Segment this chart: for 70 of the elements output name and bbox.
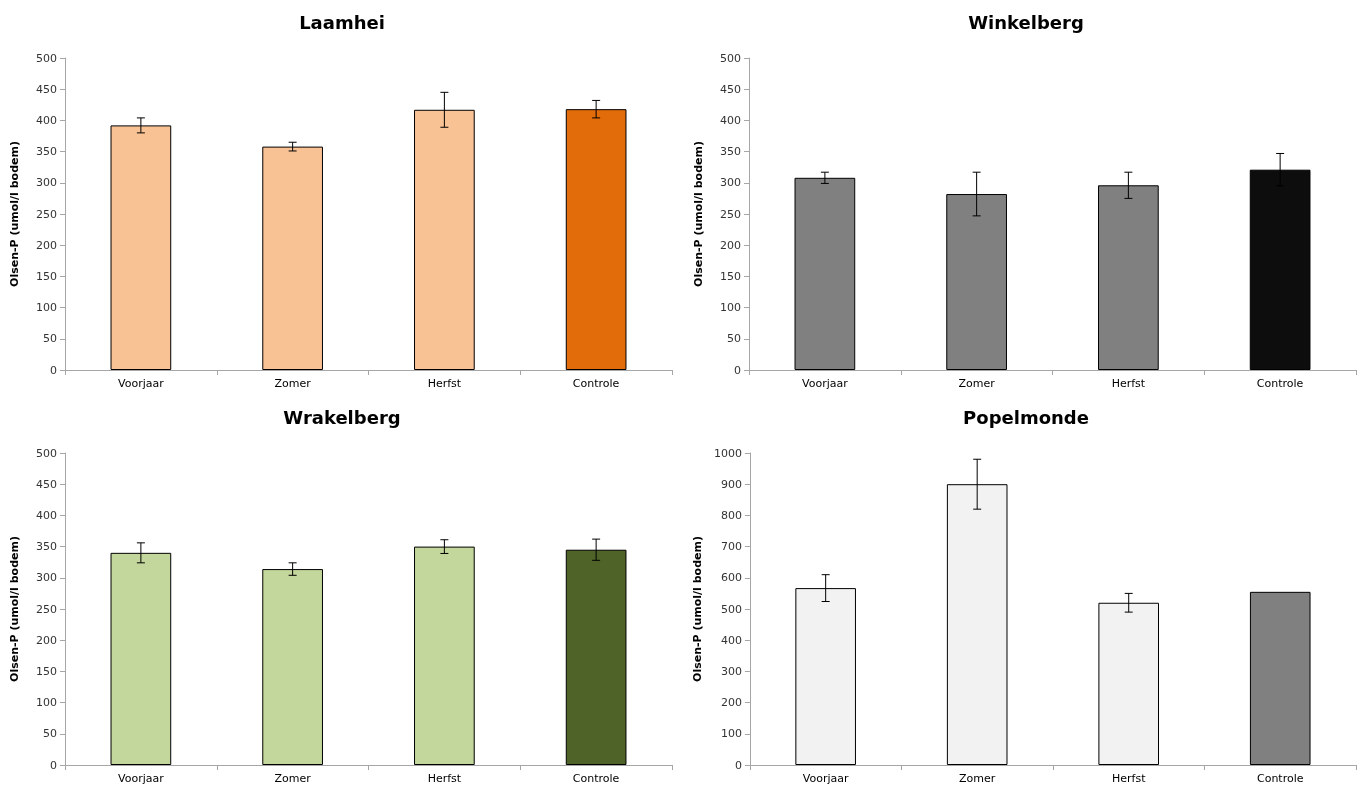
y-tick-label: 250	[36, 207, 57, 221]
y-tick-label: 100	[720, 727, 742, 741]
y-tick-label: 600	[720, 571, 742, 585]
x-tick-label: Zomer	[274, 377, 312, 390]
y-tick-label: 50	[43, 727, 57, 741]
y-tick-label: 200	[36, 633, 57, 647]
y-tick-label: 300	[36, 571, 57, 585]
y-tick-label: 700	[720, 540, 742, 554]
y-tick-label: 350	[720, 145, 741, 159]
x-tick-label: Voorjaar	[118, 772, 165, 785]
x-tick-label: Voorjaar	[802, 772, 849, 785]
y-axis-title: Olsen-P (umol/l bodem)	[691, 536, 704, 682]
y-tick-label: 300	[720, 664, 742, 678]
y-tick-label: 450	[36, 82, 57, 96]
y-tick-label: 350	[36, 145, 57, 159]
x-tick-label: Herfst	[1111, 772, 1147, 785]
x-tick-label: Herfst	[1111, 377, 1146, 390]
y-tick-label: 500	[720, 51, 741, 65]
bar	[262, 146, 323, 370]
y-tick-label: 500	[36, 446, 57, 460]
x-tick-label: Controle	[1256, 377, 1304, 390]
y-tick-label: 0	[50, 758, 57, 772]
chart-title: Laamhei	[299, 11, 385, 33]
bar	[1249, 591, 1311, 765]
y-tick-label: 300	[36, 176, 57, 190]
x-tick-label: Controle	[1256, 772, 1304, 785]
y-tick-label: 200	[720, 696, 742, 710]
y-tick-label: 100	[36, 301, 57, 315]
y-tick-label: 400	[720, 633, 742, 647]
x-tick-label: Zomer	[959, 772, 996, 785]
y-tick-label: 150	[36, 664, 57, 678]
x-tick-label: Zomer	[958, 377, 996, 390]
y-tick-label: 500	[36, 51, 57, 65]
y-tick-label: 400	[720, 113, 741, 127]
x-tick-label: Herfst	[427, 772, 462, 785]
y-tick-label: 500	[720, 602, 742, 616]
y-tick-label: 150	[720, 269, 741, 283]
y-tick-label: 50	[43, 332, 57, 346]
y-tick-label: 400	[36, 113, 57, 127]
y-tick-label: 250	[720, 207, 741, 221]
y-tick-label: 450	[720, 82, 741, 96]
y-tick-label: 0	[50, 363, 57, 377]
y-tick-label: 200	[36, 238, 57, 252]
y-tick-label: 450	[36, 477, 57, 491]
y-tick-label: 900	[720, 477, 742, 491]
x-tick-label: Herfst	[427, 377, 462, 390]
y-tick-label: 50	[727, 332, 741, 346]
y-tick-label: 300	[720, 176, 741, 190]
x-tick-label: Voorjaar	[802, 377, 849, 390]
x-tick-label: Voorjaar	[118, 377, 165, 390]
y-tick-label: 250	[36, 602, 57, 616]
y-tick-label: 0	[734, 363, 741, 377]
y-tick-label: 200	[720, 238, 741, 252]
y-axis-title: Olsen-P (umol/l bodem)	[8, 141, 21, 287]
y-tick-label: 100	[720, 301, 741, 315]
x-tick-label: Controle	[572, 377, 620, 390]
chart-title: Wrakelberg	[283, 406, 401, 428]
x-tick-label: Controle	[572, 772, 620, 785]
y-tick-label: 0	[734, 758, 742, 772]
y-tick-label: 100	[36, 696, 57, 710]
y-tick-label: 1000	[713, 446, 742, 460]
y-axis-title: Olsen-P (umol/l bodem)	[8, 536, 21, 682]
y-tick-label: 350	[36, 540, 57, 554]
y-tick-label: 800	[720, 508, 742, 522]
y-axis-title: Olsen-P (umol/l bodem)	[692, 141, 705, 287]
chart-title: Winkelberg	[968, 11, 1084, 33]
y-tick-label: 400	[36, 508, 57, 522]
x-tick-label: Zomer	[274, 772, 312, 785]
y-tick-label: 150	[36, 269, 57, 283]
chart-title: Popelmonde	[963, 406, 1089, 428]
